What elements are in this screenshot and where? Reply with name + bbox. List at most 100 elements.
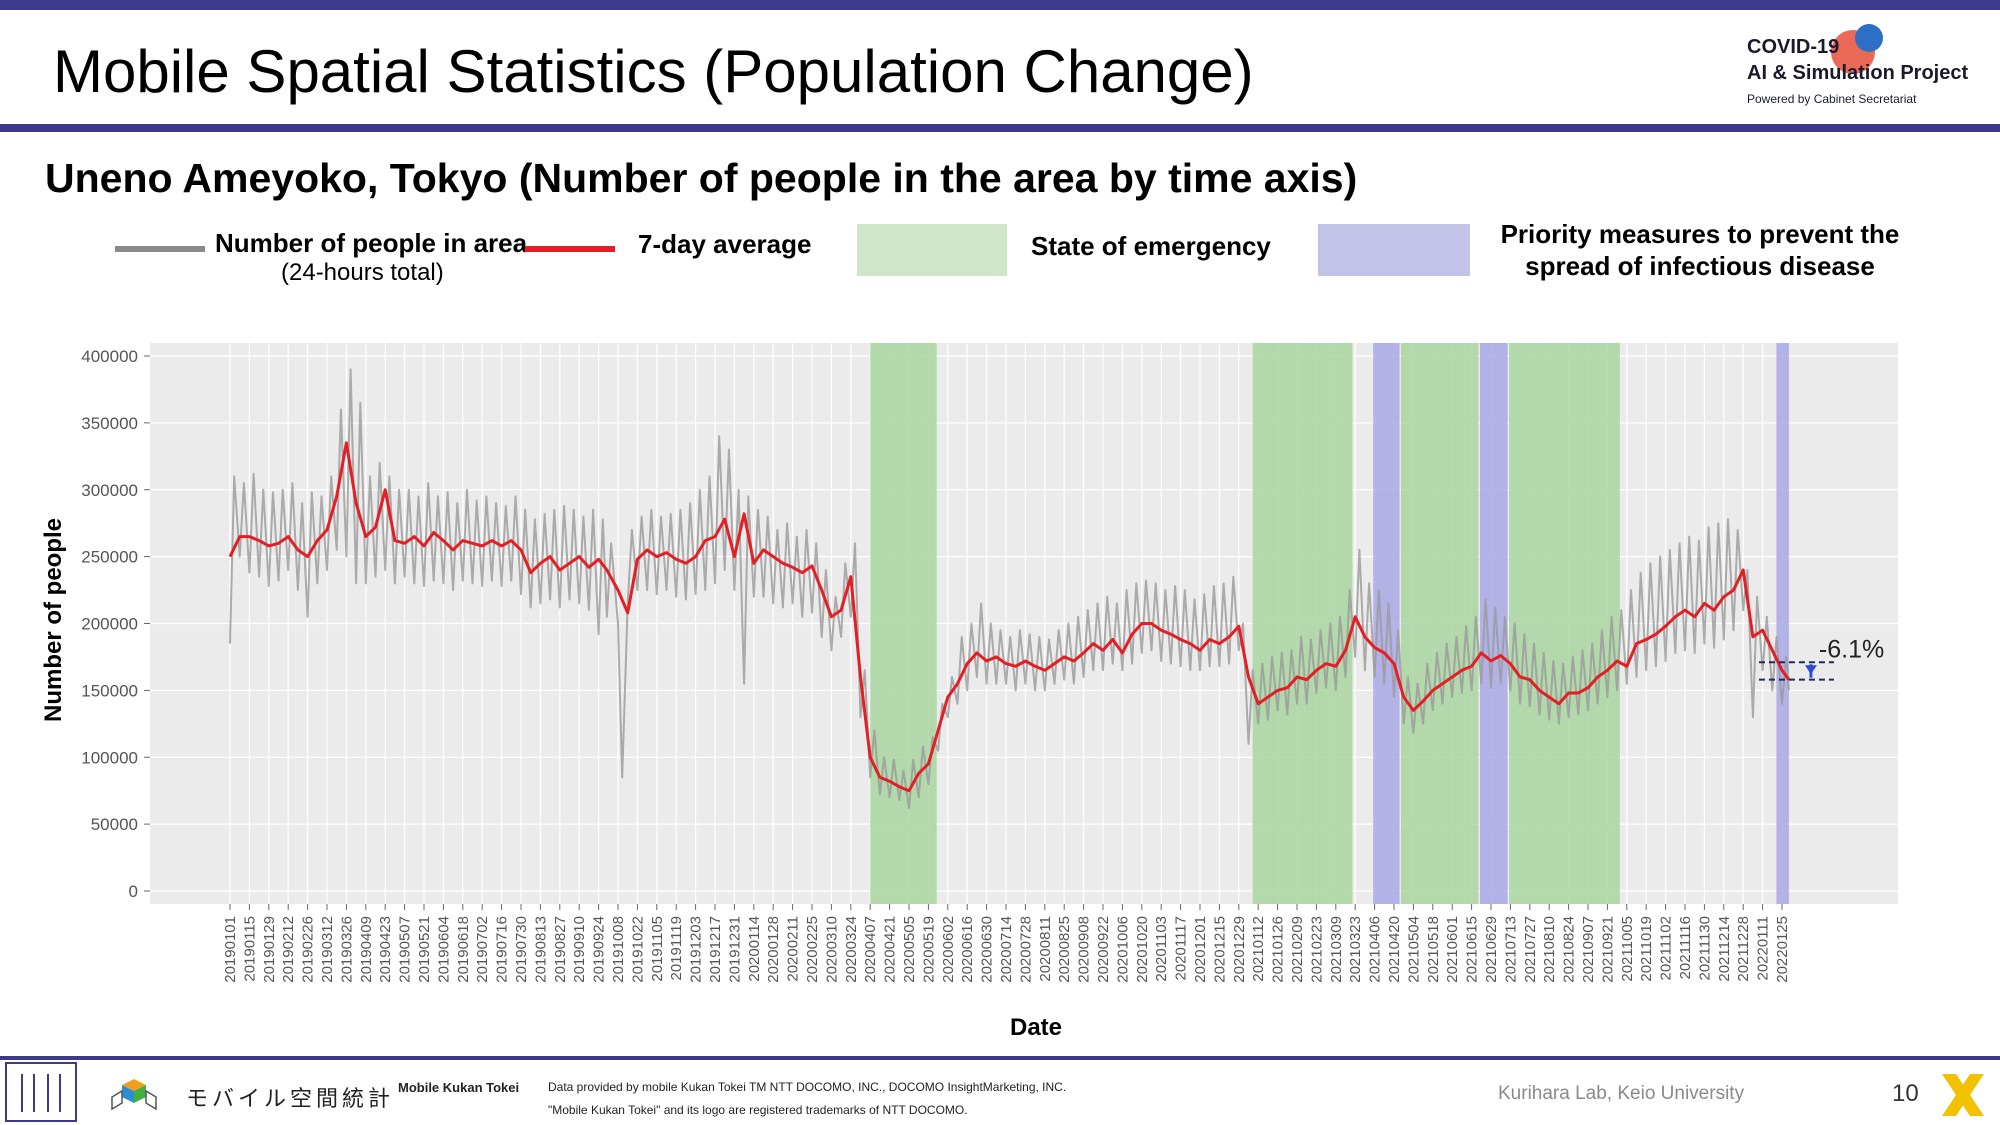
emergency-band	[1252, 343, 1353, 904]
x-tick-label: 20200908	[1076, 916, 1093, 983]
y-tick-label: 350000	[81, 414, 138, 433]
x-tick-label: 20211228	[1735, 916, 1752, 982]
x-tick-label: 20200714	[998, 916, 1015, 983]
x-tick-label: 20210126	[1270, 916, 1287, 983]
x-tick-label: 20200114	[746, 916, 763, 982]
x-tick-label: 20190910	[571, 916, 588, 983]
x-tick-label: 20201215	[1211, 916, 1228, 983]
legend-priority-label: Priority measures to prevent the spread …	[1480, 218, 1920, 282]
x-tick-label: 20200211	[785, 916, 802, 982]
x-tick-label: 20191119	[668, 916, 685, 981]
legend-emergency-swatch	[857, 224, 1007, 276]
x-tick-label: 20211005	[1619, 916, 1636, 982]
y-tick-label: 0	[129, 882, 138, 901]
logo-line-1: COVID-19	[1747, 36, 1840, 58]
population-chart: 0 50000 100000 150000 200000 250000 300000 3500…	[40, 343, 1898, 1041]
emergency-band	[1509, 343, 1620, 904]
x-tick-label: 20210420	[1386, 916, 1403, 983]
y-tick-label: 250000	[81, 548, 138, 567]
x-tick-label: 20210518	[1425, 916, 1442, 983]
top-accent-bar	[0, 0, 2000, 10]
x-tick-label: 20211102	[1658, 916, 1675, 981]
legend-daily-sublabel: (24-hours total)	[281, 259, 444, 286]
x-tick-label: 20190716	[494, 916, 511, 983]
x-tick-label: 20201006	[1114, 916, 1131, 983]
page-number: 10	[1892, 1080, 1919, 1107]
y-tick-label: 400000	[81, 347, 138, 366]
change-annotation-label: -6.1%	[1819, 635, 1884, 663]
x-tick-label: 20210727	[1522, 916, 1539, 983]
logo-blue-circle-icon	[1855, 24, 1883, 52]
page-title: Mobile Spatial Statistics (Population Ch…	[53, 38, 1254, 105]
emergency-band	[1400, 343, 1479, 904]
x-tick-label: 20210907	[1580, 916, 1597, 983]
x-tick-label: 20200811	[1037, 916, 1054, 982]
legend-priority-line-1: Priority measures to prevent the	[1500, 219, 1900, 249]
x-tick-label: 20200324	[843, 916, 860, 983]
title-divider-bar	[0, 124, 2000, 132]
x-tick-label: 20200630	[979, 916, 996, 983]
x-tick-label: 20210629	[1483, 916, 1500, 983]
legend-emergency-label: State of emergency	[1031, 231, 1271, 261]
mobile-kukan-tokei-logo: モバイル空間統計	[110, 1075, 390, 1115]
footer-divider-bar	[0, 1056, 2000, 1060]
legend-average-swatch	[525, 246, 615, 252]
legend-priority-line-2: spread of infectious disease	[1525, 251, 1875, 281]
x-tick-label: 20210406	[1367, 916, 1384, 983]
chart-subtitle: Uneno Ameyoko, Tokyo (Number of people i…	[45, 155, 1358, 201]
emergency-band	[870, 343, 937, 904]
x-tick-label: 20211019	[1638, 916, 1655, 982]
x-tick-label: 20200825	[1056, 916, 1073, 983]
x-tick-label: 20191203	[688, 916, 705, 983]
x-tick-label: 20220125	[1774, 916, 1791, 983]
x-tick-label: 20190423	[377, 916, 394, 983]
x-tick-label: 20190507	[397, 916, 414, 983]
legend-priority-swatch	[1318, 224, 1470, 276]
x-tick-label: 20191217	[707, 916, 724, 983]
x-tick-label: 20191022	[629, 916, 646, 983]
x-tick-label: 20200128	[765, 916, 782, 983]
x-logo-icon	[1942, 1074, 1984, 1116]
x-tick-label: 20201103	[1153, 916, 1170, 982]
y-tick-label: 300000	[81, 481, 138, 500]
project-logo: COVID-19 AI & Simulation Project Powered…	[1745, 24, 1985, 114]
logo-line-3: Powered by Cabinet Secretariat	[1747, 92, 1917, 106]
priority-measures-band	[1776, 343, 1789, 904]
x-tick-label: 20211130	[1696, 916, 1713, 981]
logo-line-2: AI & Simulation Project	[1747, 62, 1969, 84]
x-tick-label: 20210713	[1502, 916, 1519, 983]
y-tick-label: 100000	[81, 748, 138, 767]
y-tick-label: 50000	[91, 815, 138, 834]
x-tick-label: 20190212	[280, 916, 297, 983]
x-tick-label: 20190827	[552, 916, 569, 983]
x-tick-label: 20190226	[300, 916, 317, 983]
x-tick-label: 20211214	[1716, 916, 1733, 982]
footer-mk-label: Mobile Kukan Tokei	[398, 1080, 520, 1095]
x-tick-label: 20190129	[261, 916, 278, 983]
x-tick-label: 20210615	[1464, 916, 1481, 983]
change-arrow-head	[1804, 665, 1817, 675]
y-tick-label: 200000	[81, 615, 138, 634]
x-tick-label: 20190618	[455, 916, 472, 983]
x-tick-label: 20210810	[1541, 916, 1558, 983]
legend-daily-swatch	[115, 246, 205, 252]
x-tick-label: 20200505	[901, 916, 918, 983]
x-tick-label: 20200225	[804, 916, 821, 983]
x-tick-label: 20200616	[959, 916, 976, 983]
x-tick-label: 20200407	[862, 916, 879, 983]
x-tick-label: 20200310	[823, 916, 840, 983]
x-tick-label: 20211116	[1677, 916, 1694, 979]
y-tick-label: 150000	[81, 681, 138, 700]
x-tick-label: 20190521	[416, 916, 433, 983]
cube-logo-icon	[111, 1079, 157, 1111]
legend-average-label: 7-day average	[638, 229, 812, 259]
x-axis-label: Date	[1010, 1014, 1062, 1041]
x-tick-label: 20191008	[610, 916, 627, 983]
x-tick-label: 20210209	[1289, 916, 1306, 983]
x-tick-label: 20201229	[1231, 916, 1248, 983]
x-tick-label: 20210504	[1405, 916, 1422, 983]
x-tick-label: 20210824	[1561, 916, 1578, 983]
x-tick-label: 20190730	[513, 916, 530, 983]
x-tick-label: 20200602	[940, 916, 957, 983]
footer-note-line-1: Data provided by mobile Kukan Tokei TM N…	[548, 1080, 1067, 1094]
